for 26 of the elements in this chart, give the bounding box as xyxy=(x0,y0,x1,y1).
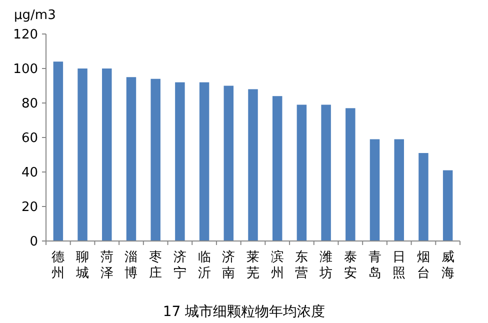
x-tick-label: 日照 xyxy=(392,250,406,281)
x-tick-label: 济南 xyxy=(222,250,236,281)
x-tick-label: 威海 xyxy=(441,250,454,281)
y-axis-title: µg/m3 xyxy=(14,8,56,23)
x-tick-label: 菏泽 xyxy=(100,250,114,281)
y-tick-label: 120 xyxy=(13,28,38,42)
x-tick-label: 莱芜 xyxy=(246,250,260,281)
x-tick-label: 德州 xyxy=(52,250,65,281)
x-tick-label: 青岛 xyxy=(368,250,382,281)
y-tick-label: 20 xyxy=(21,200,38,215)
text: 17 城市细颗粒物年均浓度 xyxy=(162,304,326,320)
x-tick-label: 滨州 xyxy=(270,249,284,281)
y-tick-label: 0 xyxy=(30,234,38,250)
y-tick-label: 40 xyxy=(21,166,38,180)
x-tick-label: 潍坊 xyxy=(318,250,333,281)
x-tick-label: 枣庄 xyxy=(149,250,162,281)
x-tick-label: 济宁 xyxy=(173,250,186,281)
x-tick-label: 聊城 xyxy=(75,250,90,281)
x-tick-label: 淄博 xyxy=(124,250,138,281)
y-tick-label: 60 xyxy=(21,131,38,146)
y-tick-label: 100 xyxy=(13,62,38,77)
x-tick-label: 东营 xyxy=(295,250,308,281)
x-tick-label: 泰安 xyxy=(344,250,357,281)
x-tick-label: 临沂 xyxy=(198,250,211,281)
y-tick-label: 80 xyxy=(21,96,38,112)
x-tick-label: 烟台 xyxy=(416,250,430,281)
